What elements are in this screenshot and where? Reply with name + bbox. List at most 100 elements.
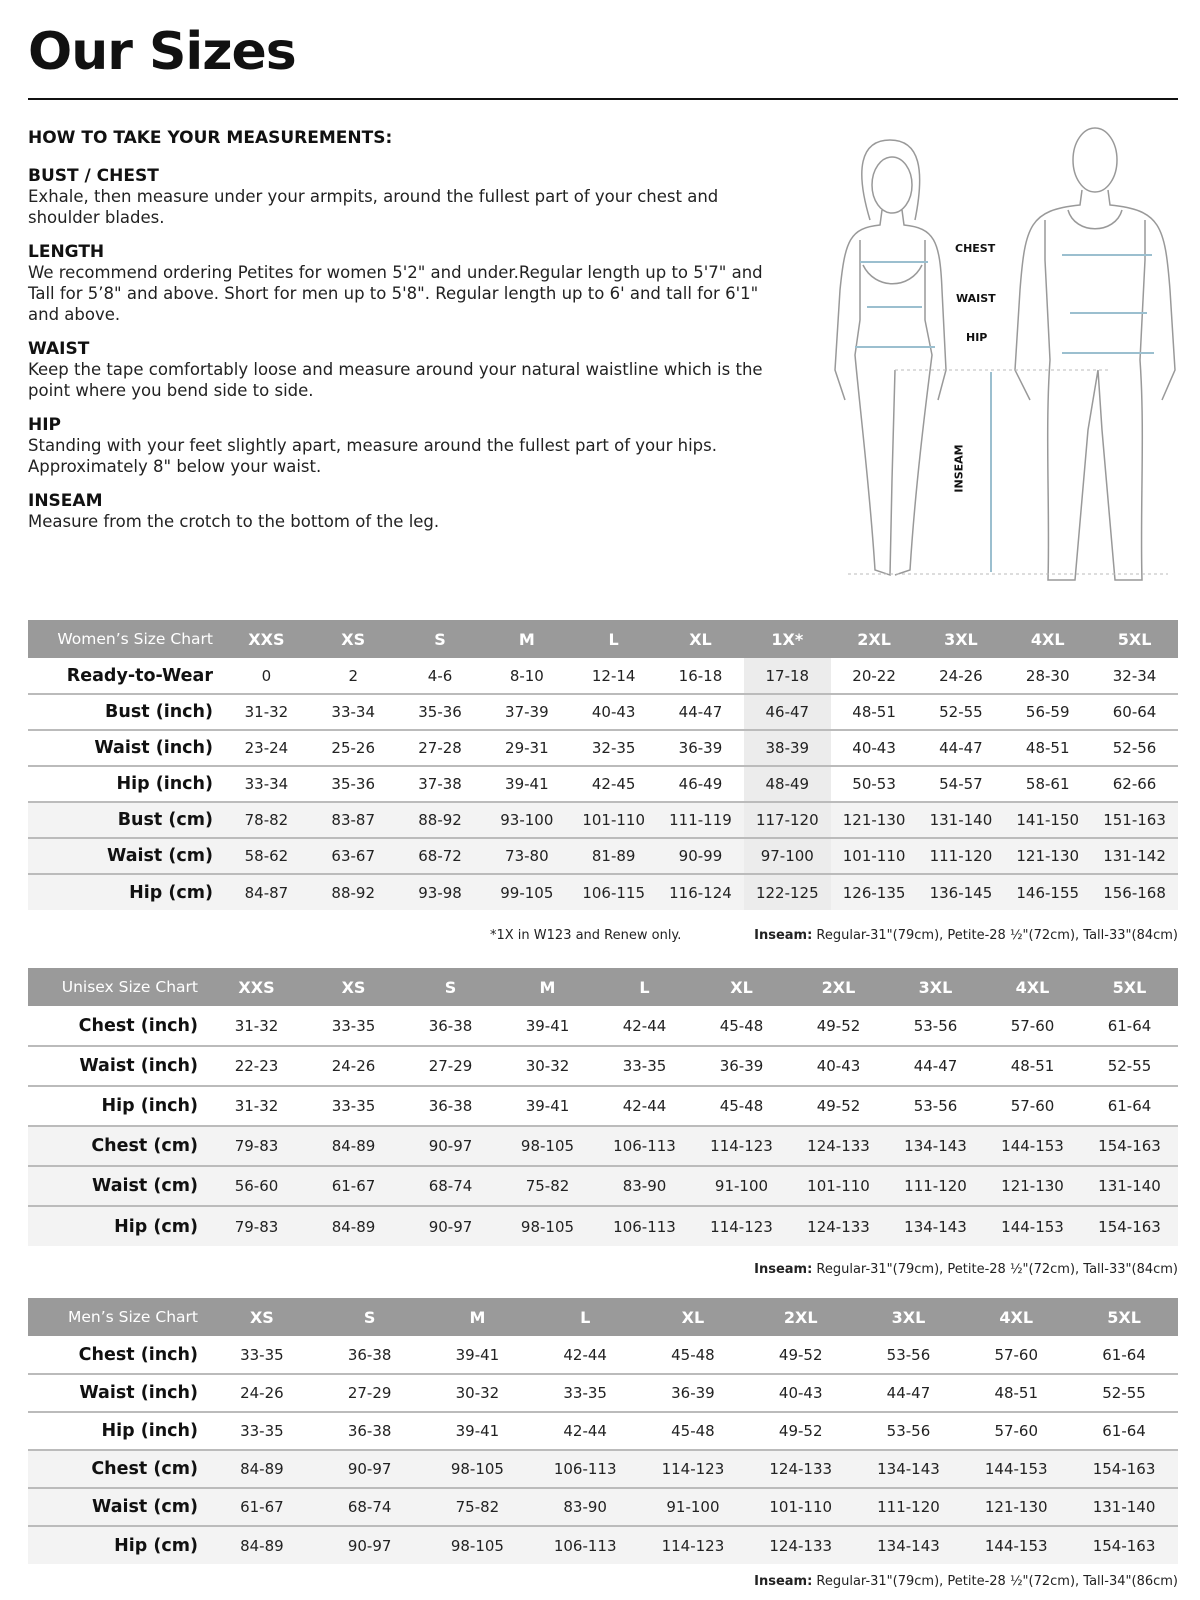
guide-section-inseam: INSEAM Measure from the crotch to the bot… <box>28 491 768 532</box>
table-cell: 111-120 <box>887 1166 984 1207</box>
table-cell: 53-56 <box>854 1336 963 1375</box>
table-cell: 106-115 <box>570 874 658 910</box>
table-cell: 61-67 <box>305 1166 402 1207</box>
size-header: S <box>402 968 499 1006</box>
size-header: 5XL <box>1081 968 1178 1006</box>
table-cell: 144-153 <box>984 1206 1081 1246</box>
size-header: XS <box>309 620 397 658</box>
size-header: M <box>423 1298 532 1336</box>
row-label: Bust (cm) <box>28 802 223 839</box>
section-text: Standing with your feet slightly apart, … <box>28 436 717 476</box>
inseam-label: Inseam: <box>754 928 813 943</box>
guide-heading: HOW TO TAKE YOUR MEASUREMENTS: <box>28 128 393 148</box>
table-cell: 36-38 <box>402 1006 499 1047</box>
table-cell: 83-90 <box>596 1166 693 1207</box>
size-header: M <box>499 968 596 1006</box>
table-cell: 97-100 <box>743 838 831 875</box>
table-cell: 57-60 <box>984 1086 1081 1127</box>
table-cell: 144-153 <box>962 1450 1071 1489</box>
table-cell: 37-39 <box>483 694 571 731</box>
table-cell: 56-60 <box>208 1166 305 1207</box>
table-cell: 91-100 <box>639 1488 747 1527</box>
table-row: Waist (cm) 58-62 63-67 68-72 73-80 81-89 90-99… <box>28 838 1178 875</box>
table-cell: 99-105 <box>483 874 571 910</box>
label-waist: WAIST <box>956 292 996 305</box>
row-label: Chest (cm) <box>28 1450 208 1489</box>
table-cell: 44-47 <box>917 730 1005 767</box>
section-text: Measure from the crotch to the bottom of… <box>28 512 440 531</box>
table-cell: 49-52 <box>746 1336 855 1375</box>
table-cell: 122-125 <box>743 874 831 910</box>
unisex-inseam-note: Inseam: Regular-31"(79cm), Petite-28 ½"(… <box>754 1262 1178 1277</box>
table-cell: 121-130 <box>962 1488 1071 1527</box>
table-cell: 33-35 <box>305 1086 402 1127</box>
table-cell: 68-72 <box>396 838 484 875</box>
table-cell: 62-66 <box>1091 766 1178 803</box>
unisex-size-table: Unisex Size Chart XXS XS S M L XL 2XL 3XL 4XL 5XL C… <box>28 968 1178 1246</box>
table-row: Chest (inch) 33-35 36-38 39-41 42-44 45-48 49-… <box>28 1336 1178 1375</box>
table-cell: 124-133 <box>746 1526 855 1564</box>
table-cell: 151-163 <box>1091 802 1178 839</box>
table-cell: 121-130 <box>984 1166 1081 1207</box>
table-cell: 134-143 <box>887 1126 984 1167</box>
table-cell: 75-82 <box>499 1166 596 1207</box>
table-cell: 42-44 <box>596 1086 693 1127</box>
table-cell: 98-105 <box>499 1206 596 1246</box>
table-cell: 22-23 <box>208 1046 305 1087</box>
size-header: 2XL <box>830 620 918 658</box>
table-cell: 44-47 <box>854 1374 963 1413</box>
size-header: 3XL <box>917 620 1005 658</box>
table-cell: 27-28 <box>396 730 484 767</box>
table-cell: 90-97 <box>402 1206 499 1246</box>
table-cell: 2 <box>309 658 397 695</box>
table-cell: 33-34 <box>223 766 310 803</box>
womens-size-table: Women’s Size Chart XXS XS S M L XL 1X* 2XL 3XL 4XL… <box>28 620 1178 910</box>
table-cell: 31-32 <box>208 1086 305 1127</box>
table-cell: 49-52 <box>746 1412 855 1451</box>
table-cell: 101-110 <box>830 838 918 875</box>
table-cell: 52-55 <box>1070 1374 1178 1413</box>
table-cell: 114-123 <box>693 1206 790 1246</box>
table-cell: 61-64 <box>1070 1336 1178 1375</box>
table-cell: 58-61 <box>1004 766 1092 803</box>
size-header: 4XL <box>984 968 1081 1006</box>
size-header: L <box>596 968 693 1006</box>
section-title: BUST / CHEST <box>28 166 159 186</box>
table-cell: 114-123 <box>639 1450 747 1489</box>
table-cell: 20-22 <box>830 658 918 695</box>
inseam-label: Inseam: <box>754 1262 813 1277</box>
table-cell: 131-140 <box>1070 1488 1178 1527</box>
table-cell: 52-56 <box>1091 730 1178 767</box>
row-label: Chest (inch) <box>28 1336 208 1375</box>
table-cell: 27-29 <box>315 1374 424 1413</box>
table-cell: 61-64 <box>1081 1006 1178 1047</box>
size-header: 4XL <box>962 1298 1071 1336</box>
table-cell: 44-47 <box>657 694 744 731</box>
table-cell: 78-82 <box>223 802 310 839</box>
table-cell: 56-59 <box>1004 694 1092 731</box>
table-cell: 90-97 <box>315 1526 424 1564</box>
table-cell: 144-153 <box>984 1126 1081 1167</box>
table-cell: 88-92 <box>309 874 397 910</box>
table-cell: 33-35 <box>208 1336 316 1375</box>
table-cell: 136-145 <box>917 874 1005 910</box>
table-header-row: Women’s Size Chart XXS XS S M L XL 1X* 2XL 3XL 4XL… <box>28 620 1178 658</box>
table-cell: 91-100 <box>693 1166 790 1207</box>
row-label: Waist (cm) <box>28 1166 208 1207</box>
table-cell: 93-100 <box>483 802 571 839</box>
table-cell: 84-89 <box>208 1450 316 1489</box>
row-label: Hip (cm) <box>28 1206 208 1246</box>
table-cell: 114-123 <box>639 1526 747 1564</box>
size-header: XL <box>657 620 744 658</box>
table-cell: 111-119 <box>657 802 744 839</box>
table-cell: 81-89 <box>570 838 658 875</box>
body-measurement-figure <box>834 127 1176 581</box>
table-cell: 39-41 <box>423 1412 532 1451</box>
table-cell: 111-120 <box>854 1488 963 1527</box>
page-title: Our Sizes <box>28 22 297 82</box>
table-cell: 24-26 <box>305 1046 402 1087</box>
table-cell: 28-30 <box>1004 658 1092 695</box>
table-cell: 63-67 <box>309 838 397 875</box>
table-cell: 48-51 <box>830 694 918 731</box>
table-cell: 35-36 <box>396 694 484 731</box>
